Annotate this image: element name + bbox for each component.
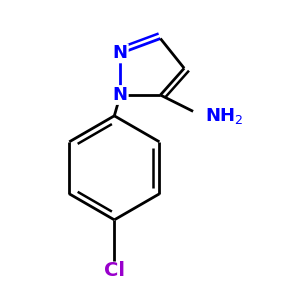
Text: NH$_2$: NH$_2$ [205, 106, 244, 126]
Text: N: N [113, 44, 128, 62]
Text: Cl: Cl [104, 261, 125, 280]
Text: N: N [113, 86, 128, 104]
